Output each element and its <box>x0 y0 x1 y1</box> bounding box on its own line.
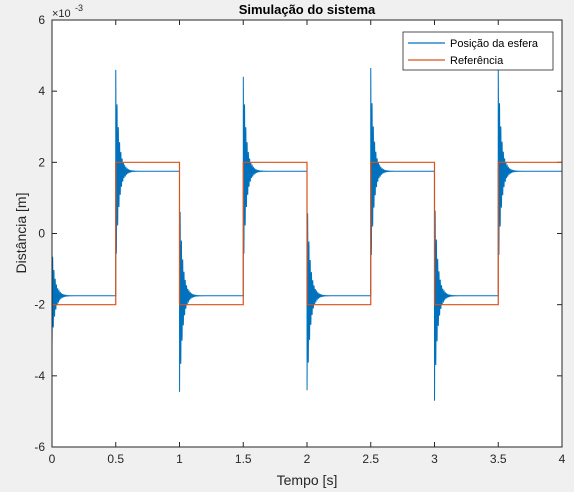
chart-title: Simulação do sistema <box>239 2 376 17</box>
y-tick-label: 2 <box>38 155 45 169</box>
x-tick-label: 1 <box>176 452 183 466</box>
y-tick-label: -2 <box>34 298 45 312</box>
y-exponent: ×10 -3 <box>52 3 83 20</box>
series-layer <box>51 68 562 401</box>
y-tick-label: -6 <box>34 440 45 454</box>
y-tick-label: 0 <box>38 227 45 241</box>
x-tick-label: 4 <box>559 452 566 466</box>
legend-box <box>402 31 554 71</box>
x-axis-label: Tempo [s] <box>277 472 338 488</box>
x-tick-label: 3 <box>431 452 438 466</box>
y-exponent-power: -3 <box>75 3 83 13</box>
y-axis-label: Distância [m] <box>13 193 29 274</box>
x-tick-label: 2 <box>304 452 311 466</box>
legend-label-series-2: Referência <box>450 55 504 67</box>
x-tick-label: 0 <box>49 452 56 466</box>
x-tick-label: 1.5 <box>235 452 252 466</box>
x-axis-ticks: 0 0.5 1 1.5 2 2.5 3 3.5 4 <box>49 20 566 466</box>
legend-label-series-1: Posição da esfera <box>450 38 539 50</box>
series-line-referencia <box>52 161 562 306</box>
y-tick-label: -4 <box>34 369 45 383</box>
y-tick-label: 6 <box>38 13 45 27</box>
x-tick-label: 3.5 <box>490 452 507 466</box>
axes-box <box>51 19 563 448</box>
x-tick-label: 0.5 <box>107 452 124 466</box>
x-tick-label: 2.5 <box>362 452 379 466</box>
y-axis-ticks: -6 -4 -2 0 2 4 6 <box>34 13 562 454</box>
y-exponent-base: ×10 <box>52 8 71 20</box>
y-tick-label: 4 <box>38 84 45 98</box>
legend: Posição da esfera Referência <box>402 31 554 71</box>
